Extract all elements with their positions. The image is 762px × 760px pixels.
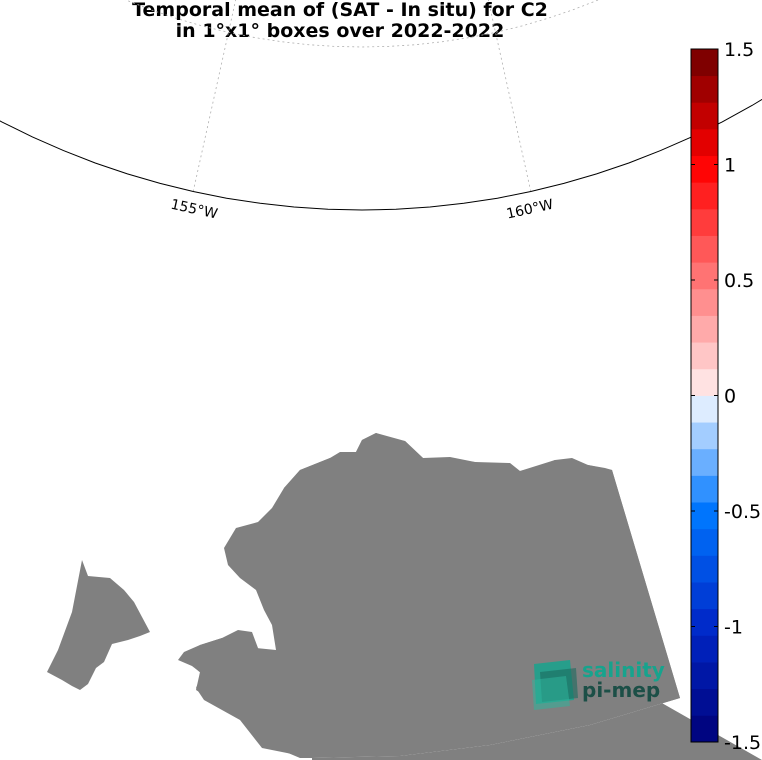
colorbar-step — [691, 715, 718, 743]
colorbar-step — [691, 555, 718, 583]
colorbar-tick-label: -1.5 — [724, 732, 761, 754]
colorbar-step — [691, 155, 718, 183]
colorbar-step — [691, 662, 718, 690]
colorbar-step — [691, 395, 718, 423]
logo-text-pimep: pi-mep — [582, 678, 660, 702]
salinity-pimep-logo: salinity pi-mep — [532, 658, 665, 710]
colorbar-step — [691, 368, 718, 396]
colorbar-step — [691, 315, 718, 343]
colorbar-tick-label: 0.5 — [724, 270, 754, 292]
chukotka-landmass — [47, 560, 150, 690]
colorbar-step — [691, 422, 718, 450]
colorbar-tick-label: 1.5 — [724, 39, 754, 61]
colorbar-tick-label: -1 — [724, 617, 743, 639]
colorbar-step — [691, 635, 718, 663]
colorbar-step — [691, 688, 718, 716]
colorbar-step — [691, 262, 718, 290]
logo-waves-icon — [532, 660, 578, 710]
alaska-southwest — [180, 630, 312, 758]
colorbar-step — [691, 208, 718, 236]
colorbar-step — [691, 342, 718, 370]
colorbar-steps — [691, 49, 718, 743]
colorbar-tick-label: 0 — [724, 386, 736, 408]
colorbar-step — [691, 502, 718, 530]
colorbar-step — [691, 448, 718, 476]
chart-title: Temporal mean of (SAT - In situ) for C2 … — [0, 0, 680, 42]
colorbar-ticks: 1.5 1 0.5 0 -0.5 -1 -1.5 — [691, 39, 761, 754]
colorbar-step — [691, 288, 718, 316]
chart-title-line1: Temporal mean of (SAT - In situ) for C2 — [132, 0, 548, 21]
colorbar-step — [691, 128, 718, 157]
colorbar-step — [691, 49, 718, 77]
colorbar-step — [691, 608, 718, 636]
colorbar-step — [691, 235, 718, 263]
colorbar-step — [691, 102, 718, 130]
chart-title-line2: in 1°x1° boxes over 2022-2022 — [175, 20, 505, 42]
colorbar-step — [691, 475, 718, 503]
colorbar-step — [691, 528, 718, 556]
logo-text-salinity: salinity — [582, 658, 665, 682]
colorbar-step — [691, 182, 718, 210]
colorbar-step — [691, 582, 718, 610]
colorbar-tick-label: -0.5 — [724, 501, 761, 523]
colorbar-step — [691, 75, 718, 103]
colorbar-tick-label: 1 — [724, 155, 736, 177]
